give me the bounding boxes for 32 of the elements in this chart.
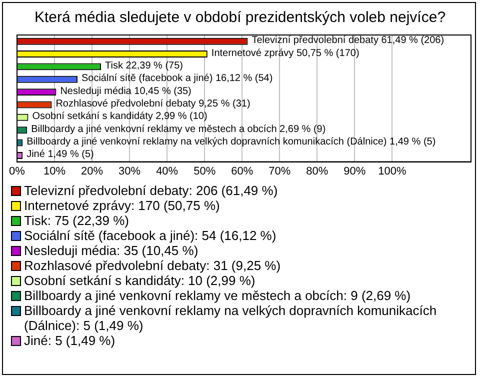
data-label: Sociální sítě (facebook a jiné) 16,12 % (54) [81, 73, 273, 84]
x-tick-label: 90% [344, 165, 366, 178]
data-label: Rozhlasové předvolební debaty 9,25 % (31) [56, 98, 250, 110]
data-label: Billboardy a jiné venkovní reklamy ve městech a obcích 2,69 % (9) [31, 124, 326, 135]
x-tick-label: 0% [9, 165, 26, 178]
x-tick-label: 10% [44, 165, 66, 178]
data-label: Tisk 22,39 % (75) [105, 60, 184, 72]
data-label: Osobní setkání s kandidáty 2,99 % (10) [32, 111, 208, 122]
data-label: Nesleduji média 10,45 % (35) [60, 86, 192, 97]
text: Billboardy a jiné venkovní reklamy ve městech a obcích: 9 (2,69 %) [24, 288, 411, 303]
text: Internetové zprávy: 170 (50,75 %) [24, 198, 220, 213]
text: Televizní předvolební debaty: 206 (61,49 %) [24, 183, 278, 198]
text: Osobní setkání s kandidáty: 10 (2,99 %) [24, 273, 256, 288]
data-label: Billboardy a jiné venkovní reklamy na velkých dopravních komunikacích (Dálnice) 1,49 % (5) [26, 136, 436, 148]
data-label: Internetové zprávy 50,75 % (170) [211, 48, 360, 59]
text: Rozhlasové předvolební debaty: 31 (9,25 %) [24, 258, 281, 273]
text: Billboardy a jiné venkovní reklamy na velkých dopravních komunikacích (Dálnice): 5 (1,49 %) [24, 303, 438, 333]
data-label: Jiné 1,49 % (5) [26, 149, 94, 160]
text: Jiné: 5 (1,49 %) [24, 333, 116, 348]
text: Tisk: 75 (22,39 %) [24, 213, 130, 228]
x-tick-label: 20% [81, 165, 104, 178]
x-tick-label: 80% [306, 165, 328, 178]
data-label: Televizní předvolební debaty 61,49 % (206) [252, 35, 444, 46]
x-tick-label: 60% [231, 165, 254, 178]
text: Sociální sítě (facebook a jiné): 54 (16,12 %) [24, 228, 276, 243]
x-tick-label: 100% [378, 165, 406, 178]
x-tick-label: 70% [268, 165, 291, 178]
x-tick-label: 40% [156, 165, 178, 178]
chart-title: Která média sledujete v období prezidentských voleb nejvíce? [34, 9, 446, 26]
x-tick-label: 50% [194, 165, 216, 178]
text: Nesleduji média: 35 (10,45 %) [24, 243, 198, 258]
x-tick-label: 30% [118, 165, 141, 178]
